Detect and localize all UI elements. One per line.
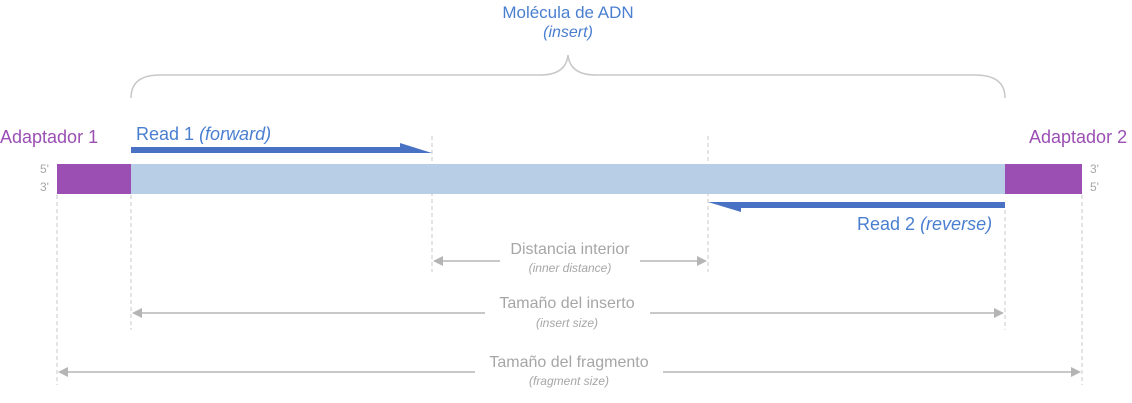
fragment-size-label: Tamaño del fragmento	[489, 354, 649, 371]
inner-distance-label: Distancia interior	[510, 241, 630, 258]
read-1-arrow	[131, 143, 432, 153]
read-2-label: Read 2 (reverse)	[857, 215, 992, 233]
molecule-subtitle: (insert)	[543, 24, 593, 41]
inner-distance-sub: (inner distance)	[528, 261, 612, 275]
inner-distance-arrow	[433, 256, 707, 266]
read-1-label: Read 1 (forward)	[136, 125, 271, 143]
read-2-arrow	[708, 202, 1005, 212]
adapter-1-label: Adaptador 1	[0, 127, 99, 147]
left-end-bottom: 3'	[40, 180, 49, 194]
right-end-bottom: 5'	[1090, 180, 1099, 194]
insert-size-label: Tamaño del inserto	[499, 295, 635, 312]
left-end-top: 5'	[40, 162, 49, 176]
molecule-title: Molécula de ADN	[502, 3, 634, 22]
fragment-size-sub: (fragment size)	[528, 374, 610, 388]
read-2-name: Read 2	[857, 214, 916, 234]
insert-bar	[131, 164, 1005, 194]
read-2-direction: (reverse)	[920, 214, 993, 234]
adapter-2-bar	[1005, 164, 1082, 194]
insert-size-arrow	[132, 308, 1004, 318]
insert-brace	[130, 54, 1006, 99]
read-1-direction: (forward)	[199, 124, 272, 144]
fragment-size-arrow	[58, 367, 1081, 377]
right-end-top: 3'	[1090, 162, 1099, 176]
adapter-1-bar	[57, 164, 131, 194]
adapter-2-label: Adaptador 2	[1029, 127, 1128, 147]
insert-size-sub: (insert size)	[535, 316, 599, 330]
read-1-name: Read 1	[136, 124, 195, 144]
